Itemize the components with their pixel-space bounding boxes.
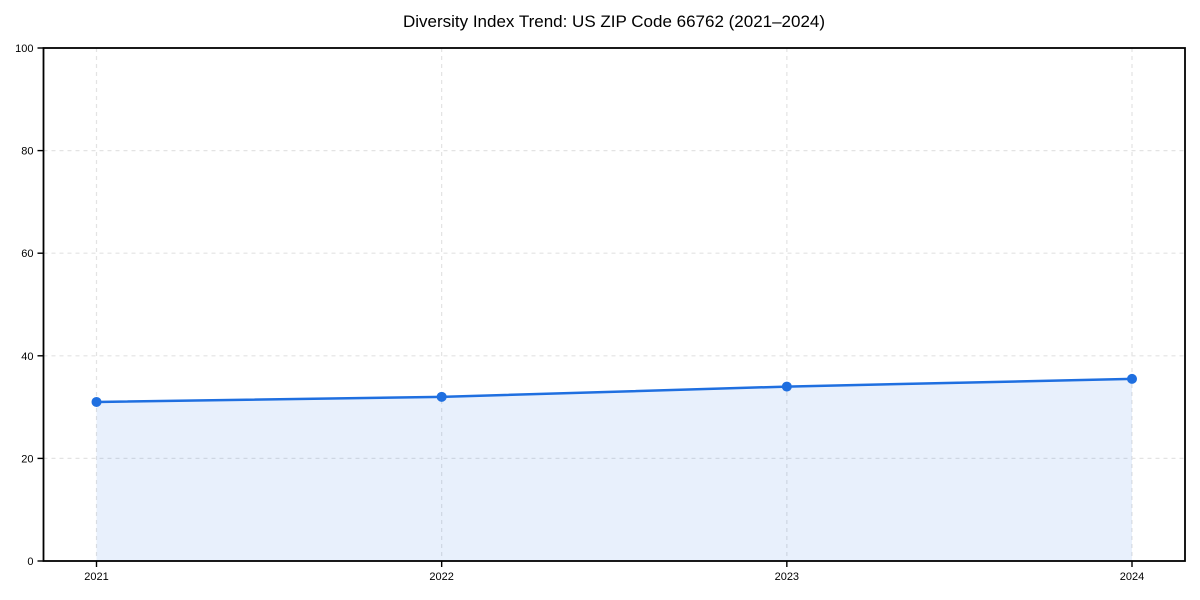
x-tick-label-2021: 2021 (84, 571, 108, 583)
y-tick-label-20: 20 (21, 453, 33, 465)
data-point-marker-2022 (436, 391, 447, 402)
plot-border (42, 47, 1186, 562)
x-tick-label-2022: 2022 (429, 571, 453, 583)
x-tick-label-2024: 2024 (1120, 571, 1144, 583)
area-fill (96, 378, 1132, 561)
data-point-marker-2021 (91, 396, 102, 407)
data-point-marker-2024 (1127, 373, 1137, 384)
y-tick-label-80: 80 (21, 146, 33, 158)
y-tick-label-60: 60 (21, 248, 33, 260)
data-point-marker-2023 (781, 381, 792, 392)
y-tick-label-100: 100 (15, 43, 33, 55)
y-tick-label-40: 40 (21, 351, 33, 363)
chart-title: Diversity Index Trend: US ZIP Code 66762… (402, 12, 826, 31)
x-tick-label-2023: 2023 (775, 571, 799, 583)
y-tick-label-0: 0 (27, 556, 33, 568)
trend-line (95, 377, 1134, 404)
